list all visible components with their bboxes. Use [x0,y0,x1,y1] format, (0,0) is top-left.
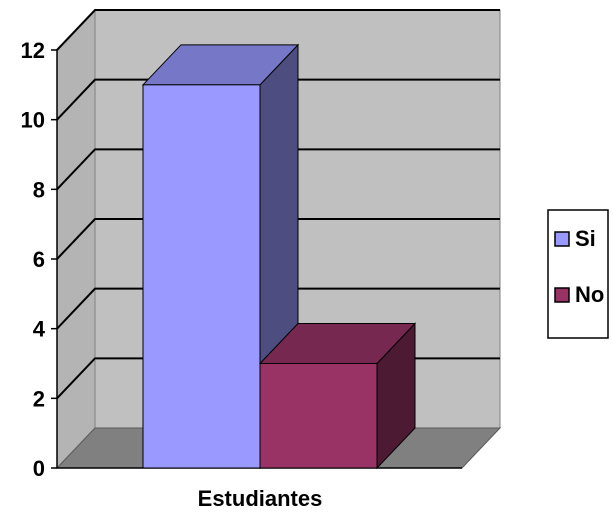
gridline [56,78,500,121]
gridline [56,218,500,260]
gridline [56,148,500,191]
legend-swatch-si [554,231,570,247]
x-category-labels: Estudiantes [198,486,323,511]
bar-front-face [142,84,261,469]
bar-front-face [259,363,378,469]
y-tick-label: 8 [33,177,45,202]
bar-no [258,322,417,470]
y-tick-label: 6 [33,247,45,272]
gridlines [56,9,500,400]
y-tick-label: 12 [21,38,45,63]
category-label: Estudiantes [198,486,323,511]
legend-label-no: No [575,282,604,307]
y-tick-label: 4 [33,317,46,342]
gridline [56,287,500,330]
gridline [56,9,500,51]
y-tick-label: 0 [33,456,45,481]
legend: Si No [547,209,609,339]
legend-box [547,209,609,339]
y-tick-label: 10 [21,108,45,133]
y-tick-label: 2 [33,386,45,411]
legend-swatch-no [554,287,570,303]
legend-label-si: Si [575,226,596,251]
bars [141,43,417,470]
y-tick-labels: 0 2 4 6 8 10 12 [21,38,46,481]
